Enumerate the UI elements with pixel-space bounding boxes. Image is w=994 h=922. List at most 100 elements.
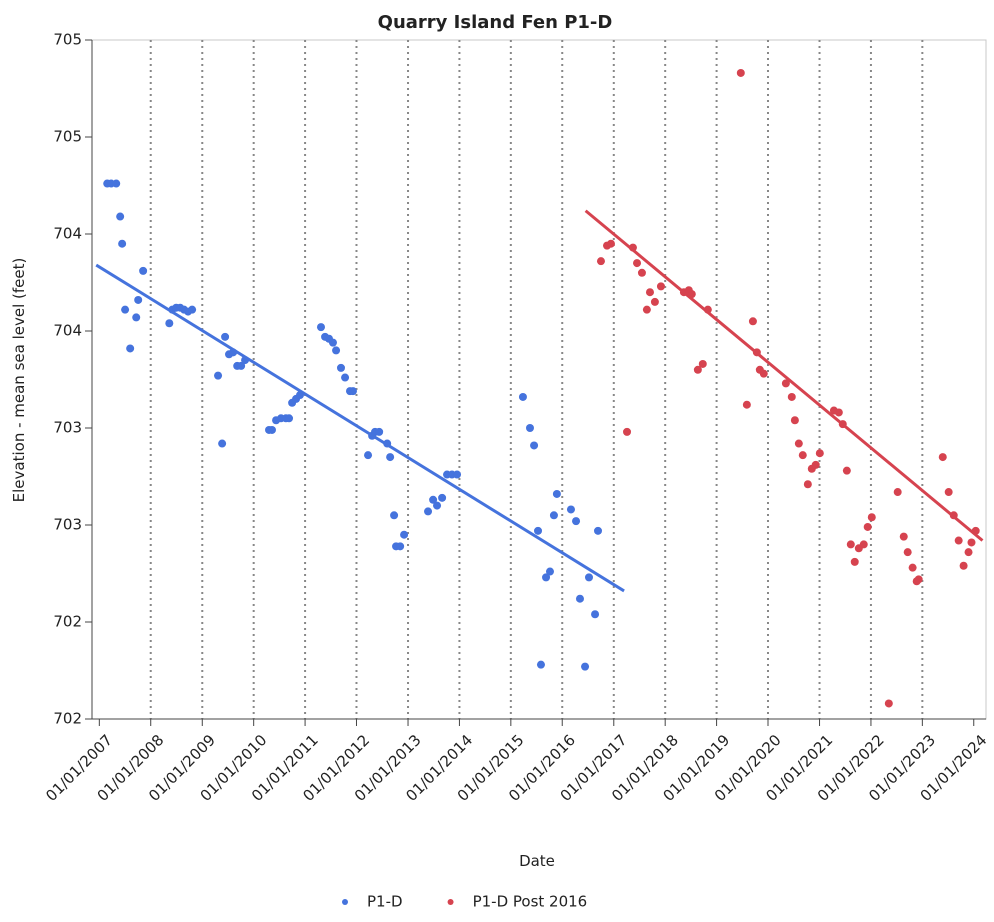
data-point (606, 239, 615, 248)
data-point (566, 505, 575, 514)
data-point (850, 557, 859, 566)
data-point (545, 567, 554, 576)
data-point (954, 536, 963, 545)
y-tick-label: 703 (53, 419, 82, 437)
data-point (214, 371, 223, 380)
data-point (591, 610, 600, 619)
trend-line (95, 263, 625, 593)
data-point (165, 319, 174, 328)
data-point (296, 391, 305, 400)
data-point (386, 453, 395, 462)
data-point (581, 662, 590, 671)
data-point (375, 427, 384, 436)
data-point (316, 323, 325, 332)
data-point (656, 282, 665, 291)
data-point (803, 480, 812, 489)
data-point (628, 243, 637, 252)
data-point (542, 573, 551, 582)
data-point (549, 511, 558, 520)
data-point (645, 288, 654, 297)
data-point (536, 660, 545, 669)
data-point (794, 439, 803, 448)
data-point (453, 470, 462, 479)
chart-title: Quarry Island Fen P1-D (378, 12, 613, 33)
data-point (116, 212, 125, 221)
data-point (364, 451, 373, 460)
data-point (396, 542, 405, 551)
data-point (742, 400, 751, 409)
data-point (328, 338, 337, 347)
data-point (139, 266, 148, 275)
data-point (596, 257, 605, 266)
data-point (748, 317, 757, 326)
data-point (332, 346, 341, 355)
legend-marker (342, 899, 348, 905)
data-point (698, 359, 707, 368)
data-point (132, 313, 141, 322)
y-tick-label: 702 (53, 710, 82, 728)
data-point (383, 439, 392, 448)
data-point (964, 548, 973, 557)
data-point (781, 379, 790, 388)
data-point (899, 532, 908, 541)
data-point (341, 373, 350, 382)
y-tick-label: 704 (53, 322, 82, 340)
data-point (790, 416, 799, 425)
data-point (118, 239, 127, 248)
y-axis-title: Elevation - mean sea level (feet) (10, 258, 28, 503)
data-point (267, 425, 276, 434)
plot-frame (91, 39, 987, 720)
data-point (944, 488, 953, 497)
data-point (237, 361, 246, 370)
data-point (390, 511, 399, 520)
data-point (572, 517, 581, 526)
data-point (859, 540, 868, 549)
data-point (400, 530, 409, 539)
data-point (798, 451, 807, 460)
data-point (575, 594, 584, 603)
data-point (552, 489, 561, 498)
data-point (241, 356, 250, 365)
data-point (908, 563, 917, 572)
data-point (121, 305, 130, 314)
data-point (336, 363, 345, 372)
data-point (633, 259, 642, 268)
data-point (188, 305, 197, 314)
legend-label: P1-D Post 2016 (473, 893, 588, 911)
data-point (584, 573, 593, 582)
data-point (703, 305, 712, 314)
data-point (530, 441, 539, 450)
data-point (650, 297, 659, 306)
data-point (525, 424, 534, 432)
data-point (863, 522, 872, 531)
data-point (967, 538, 976, 547)
data-point (126, 344, 135, 353)
data-point (693, 365, 702, 374)
data-point (884, 699, 893, 708)
legend-label: P1-D (367, 893, 403, 911)
data-point (846, 540, 855, 549)
trend-line (584, 209, 984, 542)
data-point (285, 414, 294, 423)
data-point (518, 392, 527, 401)
x-axis-title: Date (519, 852, 555, 870)
data-point (834, 408, 843, 417)
data-point (759, 369, 768, 378)
data-point (687, 290, 696, 299)
legend: P1-D P1-D Post 2016 (342, 893, 587, 911)
data-point (838, 420, 847, 429)
data-point (959, 561, 968, 570)
data-point (623, 427, 632, 436)
data-point (218, 439, 227, 448)
y-tick-label: 703 (53, 516, 82, 534)
data-point (893, 488, 902, 497)
data-point (903, 548, 912, 557)
data-point (424, 507, 433, 516)
y-tick-label: 704 (53, 225, 82, 243)
data-point (112, 179, 121, 188)
data-point (971, 526, 980, 535)
data-point (811, 460, 820, 469)
data-point (752, 348, 761, 357)
